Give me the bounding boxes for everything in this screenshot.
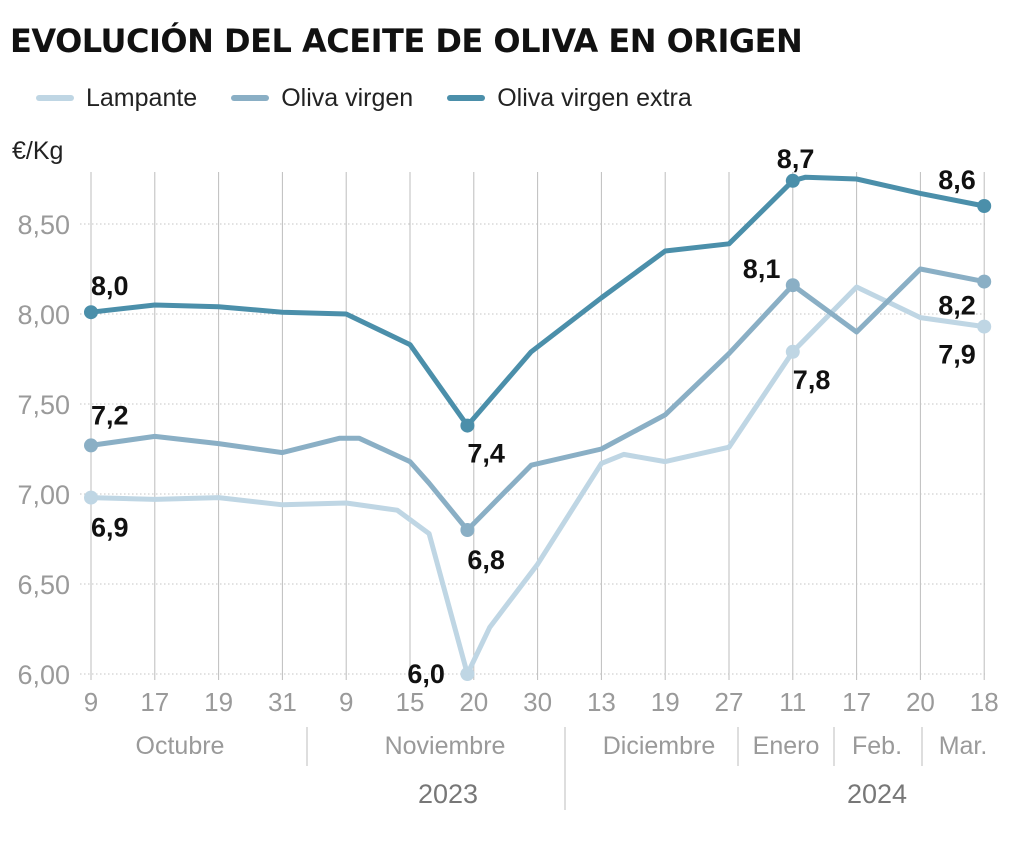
data-point-oliva-virgen-extra: [84, 305, 98, 320]
year-label: 2023: [418, 779, 478, 809]
x-tick-label: 17: [140, 687, 169, 717]
x-tick-label: 11: [779, 687, 806, 717]
data-point-oliva-virgen: [84, 438, 98, 453]
data-point-oliva-virgen-extra: [785, 173, 800, 188]
data-point-lampante: [460, 667, 475, 681]
data-label: 7,4: [467, 439, 505, 469]
y-axis-label: €/Kg: [12, 137, 63, 165]
legend-label-oliva-virgen-extra: Oliva virgen extra: [497, 83, 692, 112]
legend-label-lampante: Lampante: [86, 83, 198, 112]
data-point-lampante: [785, 344, 800, 359]
legend-item-lampante: Lampante: [36, 84, 197, 113]
y-tick-label: 8,50: [17, 210, 70, 240]
data-point-oliva-virgen-extra: [460, 418, 475, 433]
data-point-lampante: [977, 319, 992, 334]
data-label: 7,8: [793, 365, 831, 395]
x-tick-label: 30: [523, 687, 552, 717]
x-tick-label: 20: [906, 687, 935, 717]
x-tick-label: 13: [587, 687, 616, 717]
x-tick-label: 19: [651, 687, 680, 717]
data-label: 8,2: [938, 291, 976, 321]
y-tick-label: 7,50: [17, 390, 70, 420]
y-tick-label: 6,50: [17, 570, 70, 600]
data-label: 7,9: [938, 340, 976, 370]
x-tick-label: 27: [715, 687, 744, 717]
data-label: 7,2: [91, 400, 129, 430]
data-point-oliva-virgen: [977, 274, 992, 289]
legend-item-oliva-virgen: Oliva virgen: [231, 84, 413, 113]
month-label: Mar.: [939, 732, 988, 760]
data-label: 8,0: [91, 271, 129, 301]
x-tick-label: 15: [396, 687, 425, 717]
legend-swatch-oliva-virgen-extra: [447, 95, 486, 101]
x-tick-label: 31: [268, 687, 297, 717]
data-label: 6,8: [467, 545, 505, 575]
data-label: 8,6: [938, 165, 976, 195]
month-label: Noviembre: [385, 732, 506, 760]
x-tick-label: 17: [842, 687, 871, 717]
data-label: 6,0: [407, 659, 445, 689]
series-line-lampante: [88, 284, 987, 677]
x-tick-label: 18: [970, 687, 999, 717]
legend-swatch-lampante: [36, 95, 74, 101]
data-label: 8,7: [777, 144, 815, 174]
chart-legend: Lampante Oliva virgen Oliva virgen extra: [36, 84, 726, 112]
legend-item-oliva-virgen-extra: Oliva virgen extra: [447, 84, 692, 113]
data-point-oliva-virgen-extra: [977, 199, 992, 213]
data-point-lampante: [84, 490, 98, 505]
chart-title: EVOLUCIÓN DEL ACEITE DE OLIVA EN ORIGEN: [10, 22, 803, 60]
month-label: Diciembre: [603, 732, 716, 760]
x-tick-label: 9: [84, 687, 98, 717]
y-tick-label: 6,00: [17, 660, 70, 690]
month-label: Octubre: [136, 732, 225, 760]
data-point-oliva-virgen: [460, 523, 475, 537]
month-label: Enero: [753, 732, 820, 760]
data-label: 6,9: [91, 513, 129, 543]
data-point-oliva-virgen: [785, 278, 800, 293]
y-tick-label: 8,00: [17, 300, 70, 330]
month-label: Feb.: [852, 732, 902, 760]
legend-swatch-oliva-virgen: [231, 95, 270, 101]
y-tick-label: 7,00: [17, 480, 70, 510]
data-label: 8,1: [743, 254, 781, 284]
legend-label-oliva-virgen: Oliva virgen: [281, 83, 414, 112]
x-tick-label: 20: [459, 687, 488, 717]
series-line-oliva-virgen-extra: [88, 174, 987, 429]
x-tick-label: 19: [204, 687, 233, 717]
x-tick-label: 9: [339, 687, 353, 717]
year-label: 2024: [847, 779, 907, 809]
